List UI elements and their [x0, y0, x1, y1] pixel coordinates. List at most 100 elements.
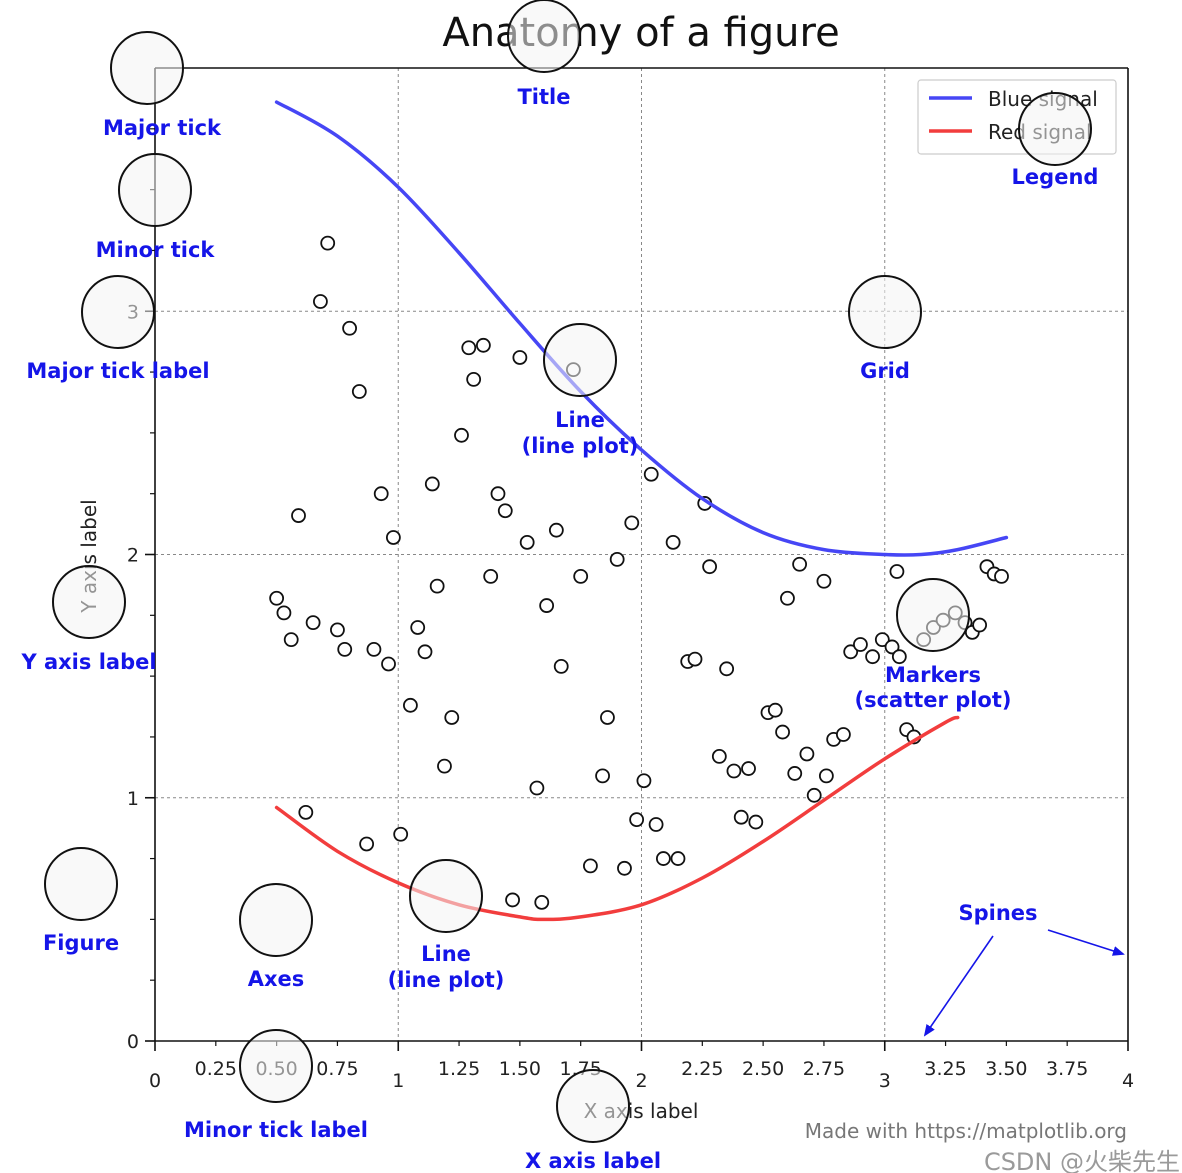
x-minor-tick-label: 0.25: [195, 1058, 237, 1080]
x-minor-tick-label: 0.75: [316, 1058, 358, 1080]
scatter-marker: [806, 787, 822, 803]
blue-signal-line: [274, 100, 1009, 557]
scatter-marker: [643, 466, 659, 482]
scatter-marker: [505, 892, 520, 908]
scatter-marker: [337, 641, 353, 657]
scatter-marker: [889, 564, 905, 579]
scatter-marker: [444, 710, 460, 725]
scatter-marker: [767, 702, 783, 718]
scatter-marker: [424, 476, 440, 492]
scatter-marker: [475, 337, 491, 353]
scatter-marker: [298, 804, 314, 820]
x-minor-tick-label: 3.75: [1046, 1058, 1088, 1080]
circle-major-tick: [110, 31, 184, 105]
scatter-marker: [617, 860, 632, 876]
x-minor-tick-label: 3.50: [985, 1058, 1027, 1080]
annotation-spines: Spines: [958, 901, 1037, 925]
scatter-marker: [534, 894, 550, 910]
scatter-marker: [624, 515, 640, 531]
annotation-line-top-2: (line plot): [522, 434, 639, 458]
scatter-marker: [342, 320, 358, 336]
annotation-figure: Figure: [43, 931, 119, 955]
annotation-grid: Grid: [860, 359, 910, 383]
x-major-tick-label: 2: [635, 1070, 647, 1092]
x-major-tick-label: 1: [392, 1070, 404, 1092]
circle-minor-tick: [118, 153, 192, 227]
scatter-marker: [711, 748, 727, 764]
scatter-marker: [748, 814, 764, 830]
scatter-marker: [600, 710, 615, 725]
scatter-marker: [818, 768, 834, 784]
circle-line-top: [543, 323, 617, 397]
annotation-line-bottom-1: Line: [421, 942, 471, 966]
annotation-major-tick: Major tick: [103, 116, 222, 140]
circle-y-axis-label: [52, 565, 126, 639]
scatter-marker: [884, 639, 900, 655]
scatter-marker: [291, 508, 306, 523]
scatter-marker: [853, 637, 868, 652]
circle-figure: [44, 847, 118, 921]
scatter-marker: [393, 826, 409, 842]
annotation-labels: Title Major tick Minor tick Major tick l…: [20, 85, 1098, 1173]
scatter-marker: [573, 568, 589, 584]
scatter-marker: [843, 644, 859, 660]
credit-text: Made with https://matplotlib.org: [805, 1119, 1127, 1143]
x-minor-tick-label: 2.75: [803, 1058, 845, 1080]
scatter-marker: [775, 724, 790, 740]
scatter-marker: [351, 384, 367, 399]
annotation-minor-tick: Minor tick: [96, 238, 216, 262]
line-series: [274, 100, 1009, 922]
scatter-marker: [816, 573, 832, 589]
scatter-marker: [429, 578, 445, 594]
scatter-marker: [665, 534, 681, 550]
scatter-marker: [719, 661, 735, 677]
scatter-marker: [787, 766, 803, 781]
scatter-marker: [726, 763, 742, 779]
scatter-marker: [437, 758, 452, 774]
annotation-major-tick-label: Major tick label: [26, 359, 209, 383]
scatter-marker: [359, 836, 375, 852]
spines-arrow-right: [1047, 929, 1125, 956]
scatter-marker: [865, 649, 880, 665]
scatter-marker: [741, 761, 756, 776]
scatter-marker: [320, 235, 336, 251]
scatter-marker: [403, 697, 418, 713]
scatter-marker: [548, 522, 564, 538]
scatter-marker: [553, 658, 569, 674]
scatter-marker: [305, 615, 321, 631]
scatter-marker: [670, 851, 686, 866]
scatter-marker: [733, 809, 749, 825]
y-major-tick-label: 0: [127, 1031, 139, 1053]
red-signal-line: [274, 715, 960, 922]
scatter-marker: [636, 773, 652, 789]
scatter-marker: [780, 590, 795, 606]
circle-title: [507, 0, 581, 73]
annotation-circles: [44, 0, 1092, 1143]
scatter-marker: [330, 622, 345, 638]
annotation-axes: Axes: [248, 967, 305, 991]
x-minor-tick-label: 1.25: [438, 1058, 480, 1080]
scatter-marker: [994, 568, 1009, 584]
scatter-marker: [702, 559, 718, 575]
annotation-legend: Legend: [1012, 165, 1099, 189]
scatter-marker: [792, 556, 808, 572]
annotation-minor-tick-label: Minor tick label: [184, 1118, 368, 1142]
circle-markers: [896, 578, 970, 652]
scatter-marker: [609, 551, 625, 567]
scatter-marker: [687, 651, 703, 667]
spines-arrows: [923, 929, 1125, 1037]
scatter-marker: [417, 644, 433, 660]
scatter-marker: [497, 503, 513, 519]
annotation-line-top-1: Line: [555, 408, 605, 432]
scatter-marker: [655, 851, 671, 866]
scatter-marker: [490, 486, 506, 502]
x-major-tick-label: 4: [1122, 1070, 1134, 1092]
scatter-marker: [466, 371, 482, 387]
scatter-marker: [454, 427, 469, 443]
scatter-marker: [269, 590, 285, 606]
circle-legend: [1018, 92, 1092, 166]
scatter-marker: [373, 486, 389, 502]
x-minor-tick-label: 2.25: [681, 1058, 723, 1080]
scatter-marker: [835, 727, 851, 742]
